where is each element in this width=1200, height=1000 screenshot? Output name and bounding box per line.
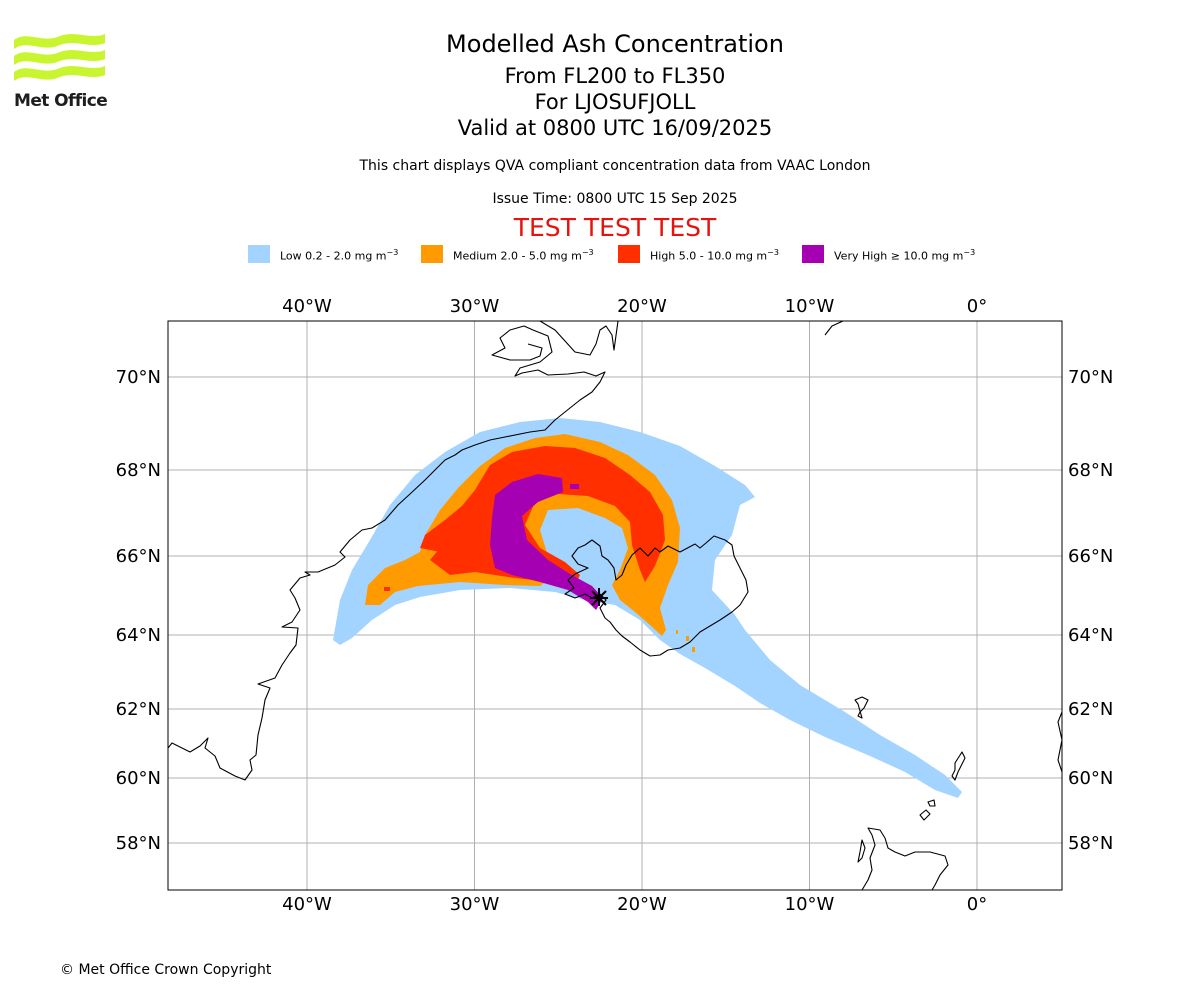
lat-label-left: 60°N: [116, 768, 161, 789]
volcano-marker-icon: [590, 588, 608, 606]
lon-label-bottom: 20°W: [617, 894, 667, 915]
met-office-wave-icon: [14, 34, 105, 81]
met-office-logo: Met Office: [14, 30, 110, 114]
legend-label-high: High 5.0 - 10.0 mg m: [650, 249, 768, 263]
legend-label-low: Low 0.2 - 2.0 mg m: [280, 249, 387, 263]
lat-label-right: 60°N: [1068, 768, 1113, 789]
ash-speck-medium-2: [692, 647, 695, 652]
test-banner: TEST TEST TEST: [513, 213, 717, 242]
lon-label-bottom: 0°: [967, 894, 987, 915]
ash-speck-medium-3: [676, 630, 678, 634]
map-frame: [167, 320, 1063, 891]
lon-label-bottom: 40°W: [282, 894, 332, 915]
lat-label-left: 68°N: [116, 460, 161, 481]
volcano-name: For LJOSUFJOLL: [534, 90, 696, 114]
lat-label-right: 62°N: [1068, 699, 1113, 720]
legend-swatch-very-high: [802, 245, 824, 263]
coastline-greenland: [168, 321, 619, 781]
lat-label-left: 66°N: [116, 546, 161, 567]
lat-label-left: 70°N: [116, 367, 161, 388]
lon-label-bottom: 30°W: [450, 894, 500, 915]
valid-time: Valid at 0800 UTC 16/09/2025: [457, 116, 773, 140]
legend-swatch-medium: [421, 245, 443, 263]
logo-text: Met Office: [14, 91, 108, 111]
ash-area-very-high: [490, 474, 603, 610]
legend-label-medium: Medium 2.0 - 5.0 mg m: [453, 249, 582, 263]
coastline-iceland: [564, 535, 749, 657]
coastline-jan-mayen: [824, 321, 844, 336]
lat-label-right: 58°N: [1068, 833, 1113, 854]
qva-note: This chart displays QVA compliant concen…: [359, 158, 871, 174]
coastline-shetland: [951, 751, 966, 781]
ash-speck-high: [384, 587, 390, 591]
issue-time: Issue Time: 0800 UTC 15 Sep 2025: [492, 191, 738, 207]
lat-label-right: 64°N: [1068, 625, 1113, 646]
ash-speck-medium-1: [686, 636, 689, 641]
copyright: © Met Office Crown Copyright: [60, 962, 272, 978]
lat-label-right: 68°N: [1068, 460, 1113, 481]
chart-title: Modelled Ash Concentration: [446, 30, 784, 58]
flight-levels: From FL200 to FL350: [504, 64, 726, 88]
coastline-norway: [1057, 711, 1062, 773]
lon-label-top: 30°W: [450, 296, 500, 317]
map-background: [168, 321, 1062, 890]
coastline-faroe: [854, 696, 869, 719]
lat-label-left: 58°N: [116, 833, 161, 854]
coastlines: [168, 321, 1062, 890]
ash-area-high: [420, 446, 665, 585]
ash-speck-very-high: [570, 484, 579, 489]
lat-label-left: 62°N: [116, 699, 161, 720]
lon-label-top: 20°W: [617, 296, 667, 317]
legend-label-very-high: Very High ≥ 10.0 mg m: [834, 249, 964, 263]
lat-label-right: 70°N: [1068, 367, 1113, 388]
lon-label-top: 10°W: [785, 296, 835, 317]
lon-label-top: 40°W: [282, 296, 332, 317]
coastline-scotland: [857, 799, 949, 890]
legend-swatch-low: [248, 245, 270, 263]
legend-swatch-high: [618, 245, 640, 263]
lat-label-left: 64°N: [116, 625, 161, 646]
lon-label-top: 0°: [967, 296, 987, 317]
lat-label-right: 66°N: [1068, 546, 1113, 567]
axis-tick-labels: 40°W 40°W 30°W 30°W 20°W 20°W 10°W 10°W 0° 0° 70°N…: [116, 296, 1114, 915]
lon-label-bottom: 10°W: [785, 894, 835, 915]
